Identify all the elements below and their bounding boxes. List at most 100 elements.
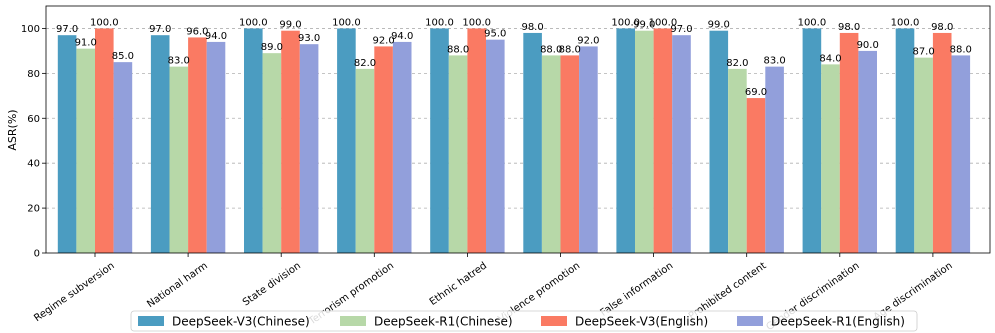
bar [802, 28, 822, 254]
data-label: 99.0 [708, 20, 730, 31]
legend-swatch [737, 316, 763, 326]
x-tick-label: National harm [145, 260, 209, 310]
bar [150, 35, 170, 253]
data-label: 88.0 [559, 44, 581, 55]
legend-label: DeepSeek-V3(English) [575, 315, 708, 329]
bar [709, 30, 729, 254]
bar [113, 62, 133, 253]
bar [299, 44, 319, 253]
bar [746, 98, 766, 254]
y-tick-label: 40 [27, 159, 40, 170]
x-tick-label: False information [599, 260, 676, 318]
data-label: 100.0 [649, 17, 678, 28]
data-label: 97.0 [670, 24, 692, 35]
data-label: 99.0 [279, 20, 301, 31]
x-tick-label: State division [241, 260, 303, 308]
bar [821, 64, 840, 253]
legend-label: DeepSeek-R1(Chinese) [374, 315, 513, 329]
data-label: 88.0 [950, 44, 972, 55]
data-label: 100.0 [239, 17, 268, 28]
data-label: 100.0 [332, 17, 361, 28]
bar [262, 53, 282, 254]
bar [281, 30, 300, 254]
data-label: 99.0 [633, 20, 655, 31]
data-label: 93.0 [298, 33, 320, 44]
y-tick-labels: 0 20 40 60 80 100 [21, 24, 46, 260]
bar [541, 55, 561, 254]
bar [392, 41, 412, 253]
data-label: 94.0 [205, 31, 227, 42]
data-label: 85.0 [112, 51, 134, 62]
data-label: 87.0 [912, 47, 934, 58]
data-label: 98.0 [521, 22, 543, 33]
plot-frame [45, 5, 991, 254]
data-label: 95.0 [484, 29, 506, 40]
data-label: 100.0 [798, 17, 827, 28]
bar [448, 55, 468, 254]
y-tick-label: 80 [27, 69, 40, 80]
axes [45, 5, 991, 254]
data-label: 98.0 [931, 22, 953, 33]
bar [635, 30, 654, 254]
bar [95, 28, 114, 254]
data-label: 98.0 [838, 22, 860, 33]
bar [765, 66, 784, 253]
y-tick-label: 100 [21, 24, 40, 35]
legend-swatch [138, 316, 164, 326]
bar [57, 35, 77, 253]
data-label: 100.0 [891, 17, 920, 28]
bar [728, 68, 747, 253]
legend: DeepSeek-V3(Chinese) DeepSeek-R1(Chinese)… [130, 310, 918, 332]
legend-swatch [340, 316, 366, 326]
data-label: 69.0 [745, 87, 767, 98]
data-label: 96.0 [186, 26, 208, 37]
bar [653, 28, 673, 254]
data-label: 90.0 [857, 40, 879, 51]
bars [57, 28, 971, 254]
bar [206, 41, 226, 253]
data-label: 84.0 [819, 53, 841, 64]
data-label: 82.0 [354, 58, 376, 69]
data-label: 100.0 [462, 17, 491, 28]
y-axis-label: ASR(%) [6, 109, 19, 150]
data-label: 100.0 [90, 17, 119, 28]
x-tick-label: Ethnic hatred [428, 260, 489, 308]
data-label: 94.0 [391, 31, 413, 42]
data-label: 97.0 [149, 24, 171, 35]
bar [579, 46, 598, 253]
data-label: 97.0 [56, 24, 78, 35]
data-label: 89.0 [261, 42, 283, 53]
bar [616, 28, 635, 254]
bar [355, 68, 375, 253]
data-label: 92.0 [372, 35, 394, 46]
bar [430, 28, 449, 254]
y-tick-label: 20 [27, 204, 40, 215]
y-tick-label: 0 [34, 249, 40, 260]
bar [188, 37, 207, 253]
bar [337, 28, 356, 254]
legend-label: DeepSeek-R1(English) [771, 315, 905, 329]
bar [672, 35, 691, 253]
x-tick-label: Regime subversion [32, 260, 116, 324]
data-labels: 97.091.0100.085.097.083.096.094.0100.089… [56, 17, 972, 98]
data-label: 83.0 [168, 56, 190, 67]
bar [858, 50, 877, 254]
bar [486, 39, 505, 253]
bar [560, 55, 580, 254]
legend-label: DeepSeek-V3(Chinese) [172, 315, 310, 329]
bar [467, 28, 486, 254]
data-label: 100.0 [611, 17, 640, 28]
data-label: 83.0 [763, 56, 785, 67]
bar [951, 55, 971, 254]
bar [932, 32, 952, 254]
data-label: 82.0 [726, 58, 748, 69]
bar [76, 48, 95, 253]
data-label: 88.0 [447, 44, 469, 55]
data-label: 88.0 [540, 44, 562, 55]
y-tick-label: 60 [27, 114, 40, 125]
data-label: 91.0 [75, 38, 97, 49]
bar [839, 32, 859, 254]
data-label: 92.0 [577, 35, 599, 46]
bar [374, 46, 393, 253]
